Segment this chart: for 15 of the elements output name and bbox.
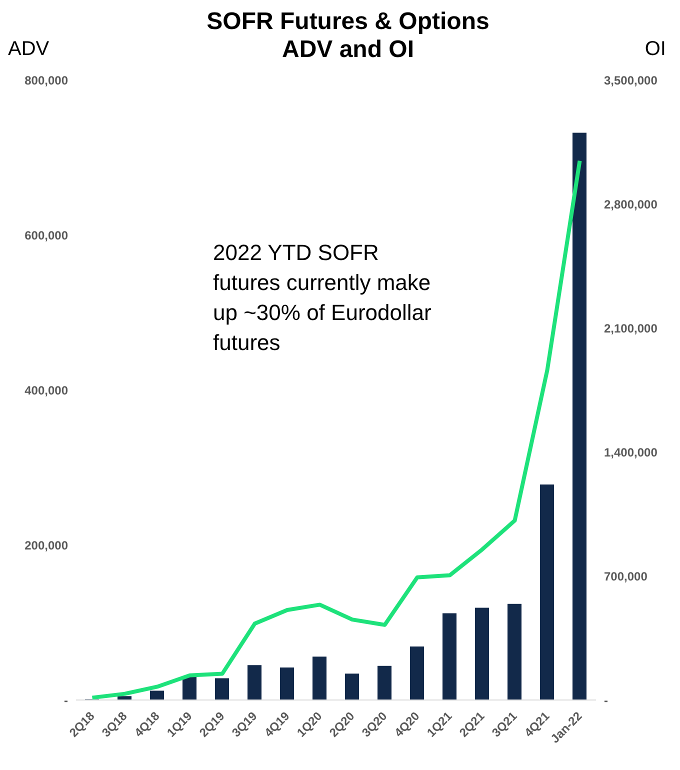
y-tick-label: - xyxy=(64,693,68,708)
y-tick-label: 200,000 xyxy=(24,538,68,552)
y-tick-label: 600,000 xyxy=(24,228,68,242)
y2-tick-label: 1,400,000 xyxy=(604,445,658,460)
y2-tick-label: - xyxy=(604,693,608,708)
y-tick-label: 400,000 xyxy=(24,383,68,398)
y-axis-title: ADV xyxy=(8,38,50,61)
annotation: 2022 YTD SOFR futures currently make up ~30% of Eurodollar futures xyxy=(213,239,432,357)
y2-tick-label: 2,100,000 xyxy=(604,321,658,336)
y2-tick-label: 700,000 xyxy=(604,569,648,584)
y2-tick-label: 3,500,000 xyxy=(604,73,658,88)
y-tick-label: 800,000 xyxy=(24,73,68,88)
y2-tick-label: 2,800,000 xyxy=(604,197,658,212)
y2-axis-title: OI xyxy=(644,38,666,61)
chart-title: SOFR Futures & Options ADV and OI xyxy=(206,8,490,64)
